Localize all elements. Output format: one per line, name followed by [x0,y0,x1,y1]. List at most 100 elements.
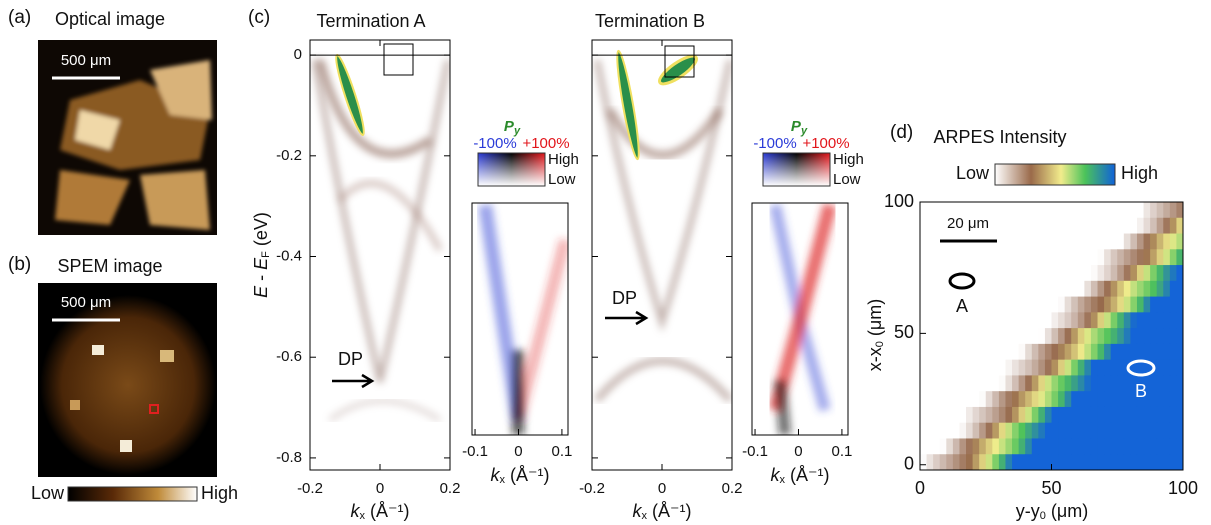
heatmap-cell [926,406,934,424]
heatmap-cell [920,217,928,235]
heatmap-cell [1025,265,1033,282]
heatmap-cell [939,343,947,361]
heatmap-cell [1058,343,1066,361]
heatmap-cell [1090,359,1099,376]
heatmap-cell [985,406,993,424]
heatmap-cell [1025,280,1033,298]
heatmap-cell [1117,296,1125,313]
heatmap-cell [1058,422,1066,439]
heatmap-cell [926,422,934,439]
label-part: k [633,501,643,521]
heatmap-cell [933,217,941,235]
heatmap-cell [1044,296,1052,313]
heatmap-cell [1071,343,1079,361]
heatmap-cell [1110,265,1118,282]
heatmap-cell [1044,265,1052,282]
heatmap-cell [1051,249,1059,266]
heatmap-cell [1104,217,1112,235]
heatmap-cell [1163,202,1171,219]
heatmap-cell [1150,422,1158,439]
heatmap-cell [1071,296,1079,313]
heatmap-cell [1064,217,1072,235]
heatmap-cell [939,438,947,455]
heatmap-cell [972,328,980,345]
heatmap-cell [1110,343,1118,361]
colorbar-high: High [201,483,238,503]
heatmap-cell [1071,422,1079,439]
heatmap-cell [952,296,960,313]
heatmap-cell [992,328,1000,345]
heatmap-cell [1163,233,1171,250]
heatmap-cell [1163,359,1171,376]
heatmap-cell [1018,359,1026,376]
heatmap-cell [1012,249,1020,266]
heatmap-cell [1136,265,1145,282]
heatmap-cell [1117,422,1125,439]
heatmap-cell [1143,328,1151,345]
heatmap-cell [1077,328,1085,345]
heatmap-cell [966,454,974,471]
x-tick-label: 0 [514,443,522,460]
heatmap-cell [1150,406,1158,424]
heatmap-cell [1071,233,1079,250]
heatmap-cell [1038,280,1046,298]
heatmap-cell [1018,233,1026,250]
heatmap-cell [985,265,993,282]
heatmap-cell [1143,249,1151,266]
heatmap-cell [1136,343,1145,361]
heatmap-cell [933,202,941,219]
heatmap-cell [946,391,954,408]
heatmap-cell [1123,406,1131,424]
heatmap-cell [1025,375,1033,392]
heatmap-cell [920,202,928,219]
heatmap-cell [1058,312,1066,329]
heatmap-cell [1097,202,1105,219]
heatmap-cell [1143,406,1151,424]
heatmap-cell [1176,202,1184,219]
heatmap-cell [1051,438,1059,455]
label-part: (Å⁻¹) [647,501,692,521]
heatmap-cell [1110,422,1118,439]
heatmap-cell [985,249,993,266]
heatmap-cell [933,343,941,361]
heatmap-cell [1117,438,1125,455]
heatmap-cell [1038,202,1046,219]
heatmap-cell [1156,422,1164,439]
label-part: k [491,465,501,485]
heatmap-cell [1143,217,1151,235]
heatmap-cell [972,265,980,282]
heatmap-cell [1005,391,1013,408]
heatmap-cell [1005,280,1013,298]
heatmap-cell [952,280,960,298]
label-part: x [642,510,648,522]
heatmap-cell [1110,375,1118,392]
heatmap-cell [1005,422,1013,439]
heatmap-cell [979,280,987,298]
heatmap-cell [1090,422,1099,439]
heatmap-cell [952,328,960,345]
heatmap-cell [1123,375,1131,392]
heatmap-cell [1031,265,1039,282]
heatmap-cell [920,312,928,329]
heatmap-cell [985,391,993,408]
heatmap-cell [1090,406,1099,424]
heatmap-cell [1150,202,1158,219]
heatmap-cell [920,375,928,392]
heatmap-cell [946,343,954,361]
heatmap-cell [952,406,960,424]
x-tick-label: -0.1 [462,443,488,460]
heatmap-cell [1077,343,1085,361]
heatmap-cell [946,359,954,376]
heatmap-cell [1097,359,1105,376]
heatmap-cell [1123,343,1131,361]
heatmap-cell [1012,265,1020,282]
heatmap-cell [1038,265,1046,282]
heatmap-cell [1044,217,1052,235]
label-part: y [800,125,808,137]
heatmap-cell [1005,375,1013,392]
heatmap-cell [1044,328,1052,345]
heatmap-cell [1018,375,1026,392]
heatmap-cell [1084,343,1092,361]
heatmap-cell [933,328,941,345]
